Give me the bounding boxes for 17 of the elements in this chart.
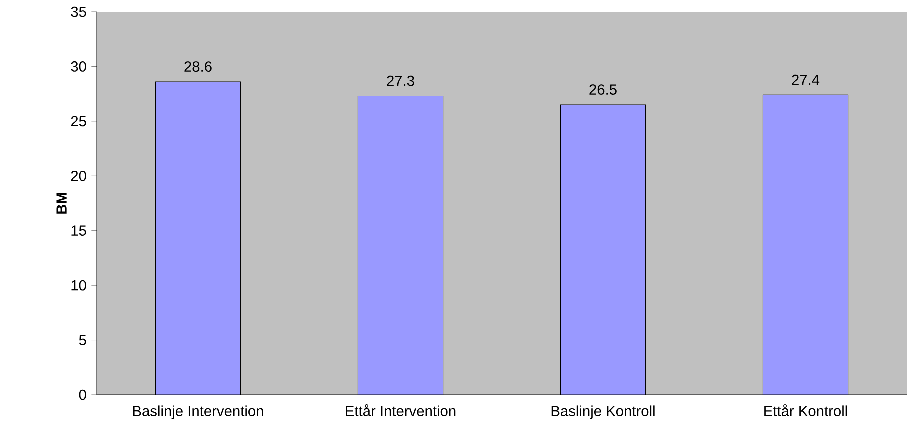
y-tick-label: 0	[79, 390, 86, 400]
y-tick-label: 35	[71, 6, 86, 18]
x-tick-label: Baslinje Intervention	[133, 406, 264, 420]
y-tick-label: 25	[71, 116, 86, 127]
data-label: 28.6	[184, 62, 212, 72]
y-tick-label: 10	[72, 280, 86, 291]
x-tick-label: Ettår Kontroll	[764, 404, 848, 416]
y-tick-label: 15	[72, 226, 86, 236]
x-tick-label: Ettår Intervention	[346, 404, 456, 416]
data-label: 27.4	[792, 74, 820, 86]
x-tick-label: Baslinje Kontroll	[552, 406, 655, 420]
data-label: 27.3	[387, 76, 414, 86]
y-tick-label: 30	[71, 62, 86, 72]
y-tick-label: 5	[79, 335, 86, 346]
data-label: 26.5	[590, 84, 617, 95]
y-axis-title: BM	[56, 193, 67, 214]
y-tick-label: 20	[71, 170, 86, 182]
